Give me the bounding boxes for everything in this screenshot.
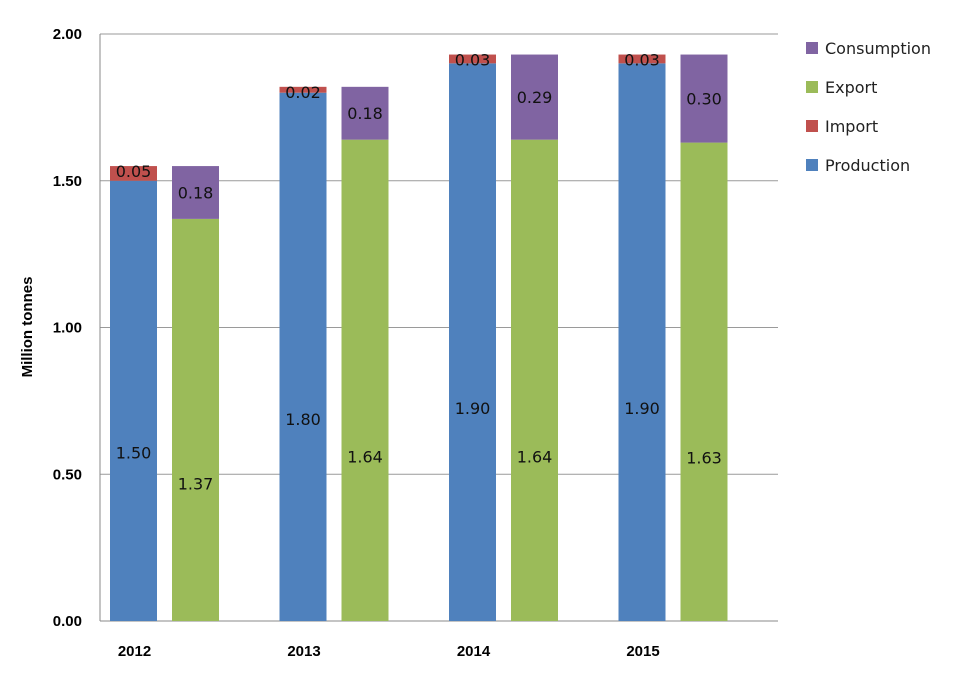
data-label-production-2015: 1.90 xyxy=(624,399,660,418)
bar-consumption-2015 xyxy=(680,54,728,143)
data-label-export-2015: 1.63 xyxy=(686,448,722,467)
bar-import-2012 xyxy=(110,166,157,181)
bar-consumption-2012 xyxy=(172,166,219,219)
bar-production-2013 xyxy=(279,92,327,621)
data-label-import-2013: 0.02 xyxy=(285,83,321,102)
bar-export-2015 xyxy=(680,142,728,621)
x-tick-label: 2012 xyxy=(118,643,151,660)
bar-export-2012 xyxy=(172,218,219,621)
bar-export-2014 xyxy=(511,139,558,621)
x-tick-label: 2013 xyxy=(287,643,320,660)
y-tick-label: 1.50 xyxy=(53,173,82,190)
data-label-export-2012: 1.37 xyxy=(178,474,214,493)
data-label-import-2012: 0.05 xyxy=(116,162,152,181)
legend-swatch-export xyxy=(806,81,818,93)
data-label-export-2013: 1.64 xyxy=(347,447,383,466)
y-axis-ticks: 0.00 0.50 1.00 1.50 2.00 xyxy=(53,26,82,630)
legend: Consumption Export Import Production xyxy=(806,39,931,175)
x-axis-ticks: 2012 2013 2014 2015 xyxy=(118,643,660,660)
bar-consumption-2014 xyxy=(511,54,558,140)
bar-import-2015 xyxy=(618,54,666,64)
bar-consumption-2013 xyxy=(341,86,389,140)
bar-production-2015 xyxy=(618,63,666,622)
y-axis-title: Million tonnes xyxy=(19,277,36,378)
x-tick-label: 2015 xyxy=(626,643,659,660)
data-label-export-2014: 1.64 xyxy=(517,447,553,466)
data-label-consumption-2014: 0.29 xyxy=(517,88,553,107)
legend-swatch-consumption xyxy=(806,42,818,54)
bar-production-2014 xyxy=(449,63,496,622)
legend-swatch-import xyxy=(806,120,818,132)
data-label-consumption-2013: 0.18 xyxy=(347,104,383,123)
data-label-production-2014: 1.90 xyxy=(455,399,491,418)
legend-label-export: Export xyxy=(825,78,877,97)
legend-label-production: Production xyxy=(825,156,910,175)
bar-production-2012 xyxy=(110,180,157,621)
x-tick-label: 2014 xyxy=(457,643,491,660)
data-labels: 1.50 0.05 1.37 0.18 1.80 0.02 1.64 0.18 1.90 0.03… xyxy=(116,51,722,494)
data-label-consumption-2012: 0.18 xyxy=(178,183,214,202)
data-label-consumption-2015: 0.30 xyxy=(686,90,722,109)
y-tick-label: 2.00 xyxy=(53,26,82,43)
data-label-import-2014: 0.03 xyxy=(455,51,491,70)
legend-label-consumption: Consumption xyxy=(825,39,931,58)
data-label-production-2012: 1.50 xyxy=(116,444,152,463)
data-label-production-2013: 1.80 xyxy=(285,410,321,429)
y-tick-label: 1.00 xyxy=(53,320,82,337)
bars xyxy=(110,54,728,622)
data-label-import-2015: 0.03 xyxy=(624,51,660,70)
legend-label-import: Import xyxy=(825,117,878,136)
legend-swatch-production xyxy=(806,159,818,171)
bar-export-2013 xyxy=(341,139,389,621)
bar-import-2013 xyxy=(279,86,327,93)
bar-import-2014 xyxy=(449,54,496,64)
y-tick-label: 0.00 xyxy=(53,613,82,630)
y-tick-label: 0.50 xyxy=(53,466,82,483)
